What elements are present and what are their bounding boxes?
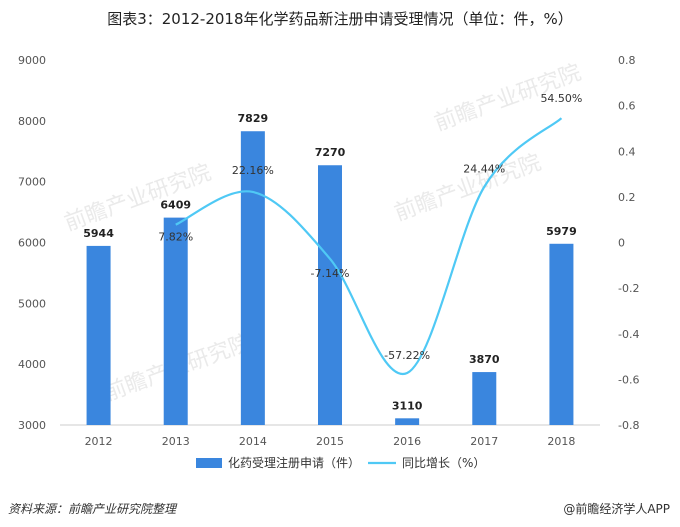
bar [163,217,188,425]
growth-data-label: 54.50% [540,92,582,105]
bar-data-label: 7270 [315,146,346,159]
legend-line-label: 同比增长（%） [402,456,485,470]
bar-data-label: 3110 [392,399,423,412]
legend-bar-swatch [196,458,222,468]
y-right-tick-label: 0.4 [618,145,636,158]
bar-data-label: 7829 [238,112,269,125]
y-right-tick-label: 0.2 [618,191,636,204]
growth-data-label: 24.44% [463,163,505,176]
y-right-tick-label: 0.8 [618,54,636,67]
bar-data-label: 5979 [546,225,577,238]
bar [395,418,420,425]
y-right-tick-label: 0 [618,237,625,250]
growth-line [175,117,563,376]
growth-data-label: 22.16% [232,164,274,177]
x-tick-label: 2014 [239,435,267,448]
growth-data-label: -7.14% [311,267,350,280]
y-left-tick-label: 8000 [18,115,46,128]
bar [318,165,342,425]
y-right-tick-label: -0.2 [618,282,639,295]
y-right-tick-label: -0.6 [618,373,639,386]
y-right-tick-label: -0.4 [618,328,639,341]
y-left-tick-label: 9000 [18,54,46,67]
bar [472,372,497,425]
y-right-tick-label: 0.6 [618,100,636,113]
bar-data-label: 5944 [83,227,114,240]
bar-data-label: 3870 [469,353,500,366]
footer-source: 资料来源：前瞻产业研究院整理 [8,502,177,516]
bar-data-label: 6409 [160,199,191,212]
y-left-tick-label: 5000 [18,297,46,310]
x-tick-label: 2015 [316,435,344,448]
x-tick-label: 2017 [470,435,498,448]
legend-bar-label: 化药受理注册申请（件） [228,455,360,470]
footer-brand: @前瞻经济学人APP [563,502,670,516]
y-left-tick-label: 3000 [18,419,46,432]
x-tick-label: 2016 [393,435,421,448]
chart-title: 图表3：2012-2018年化学药品新注册申请受理情况（单位：件，%） [107,10,573,28]
bar [240,131,265,425]
growth-data-label: 7.82% [158,231,193,244]
x-tick-label: 2012 [85,435,113,448]
x-tick-label: 2013 [162,435,190,448]
bar [86,245,111,425]
y-left-tick-label: 7000 [18,176,46,189]
y-right-tick-label: -0.8 [618,419,639,432]
bar [549,243,574,425]
growth-data-label: -57.22% [384,349,430,362]
y-left-tick-label: 4000 [18,358,46,371]
y-left-tick-label: 6000 [18,237,46,250]
x-tick-label: 2018 [547,435,575,448]
